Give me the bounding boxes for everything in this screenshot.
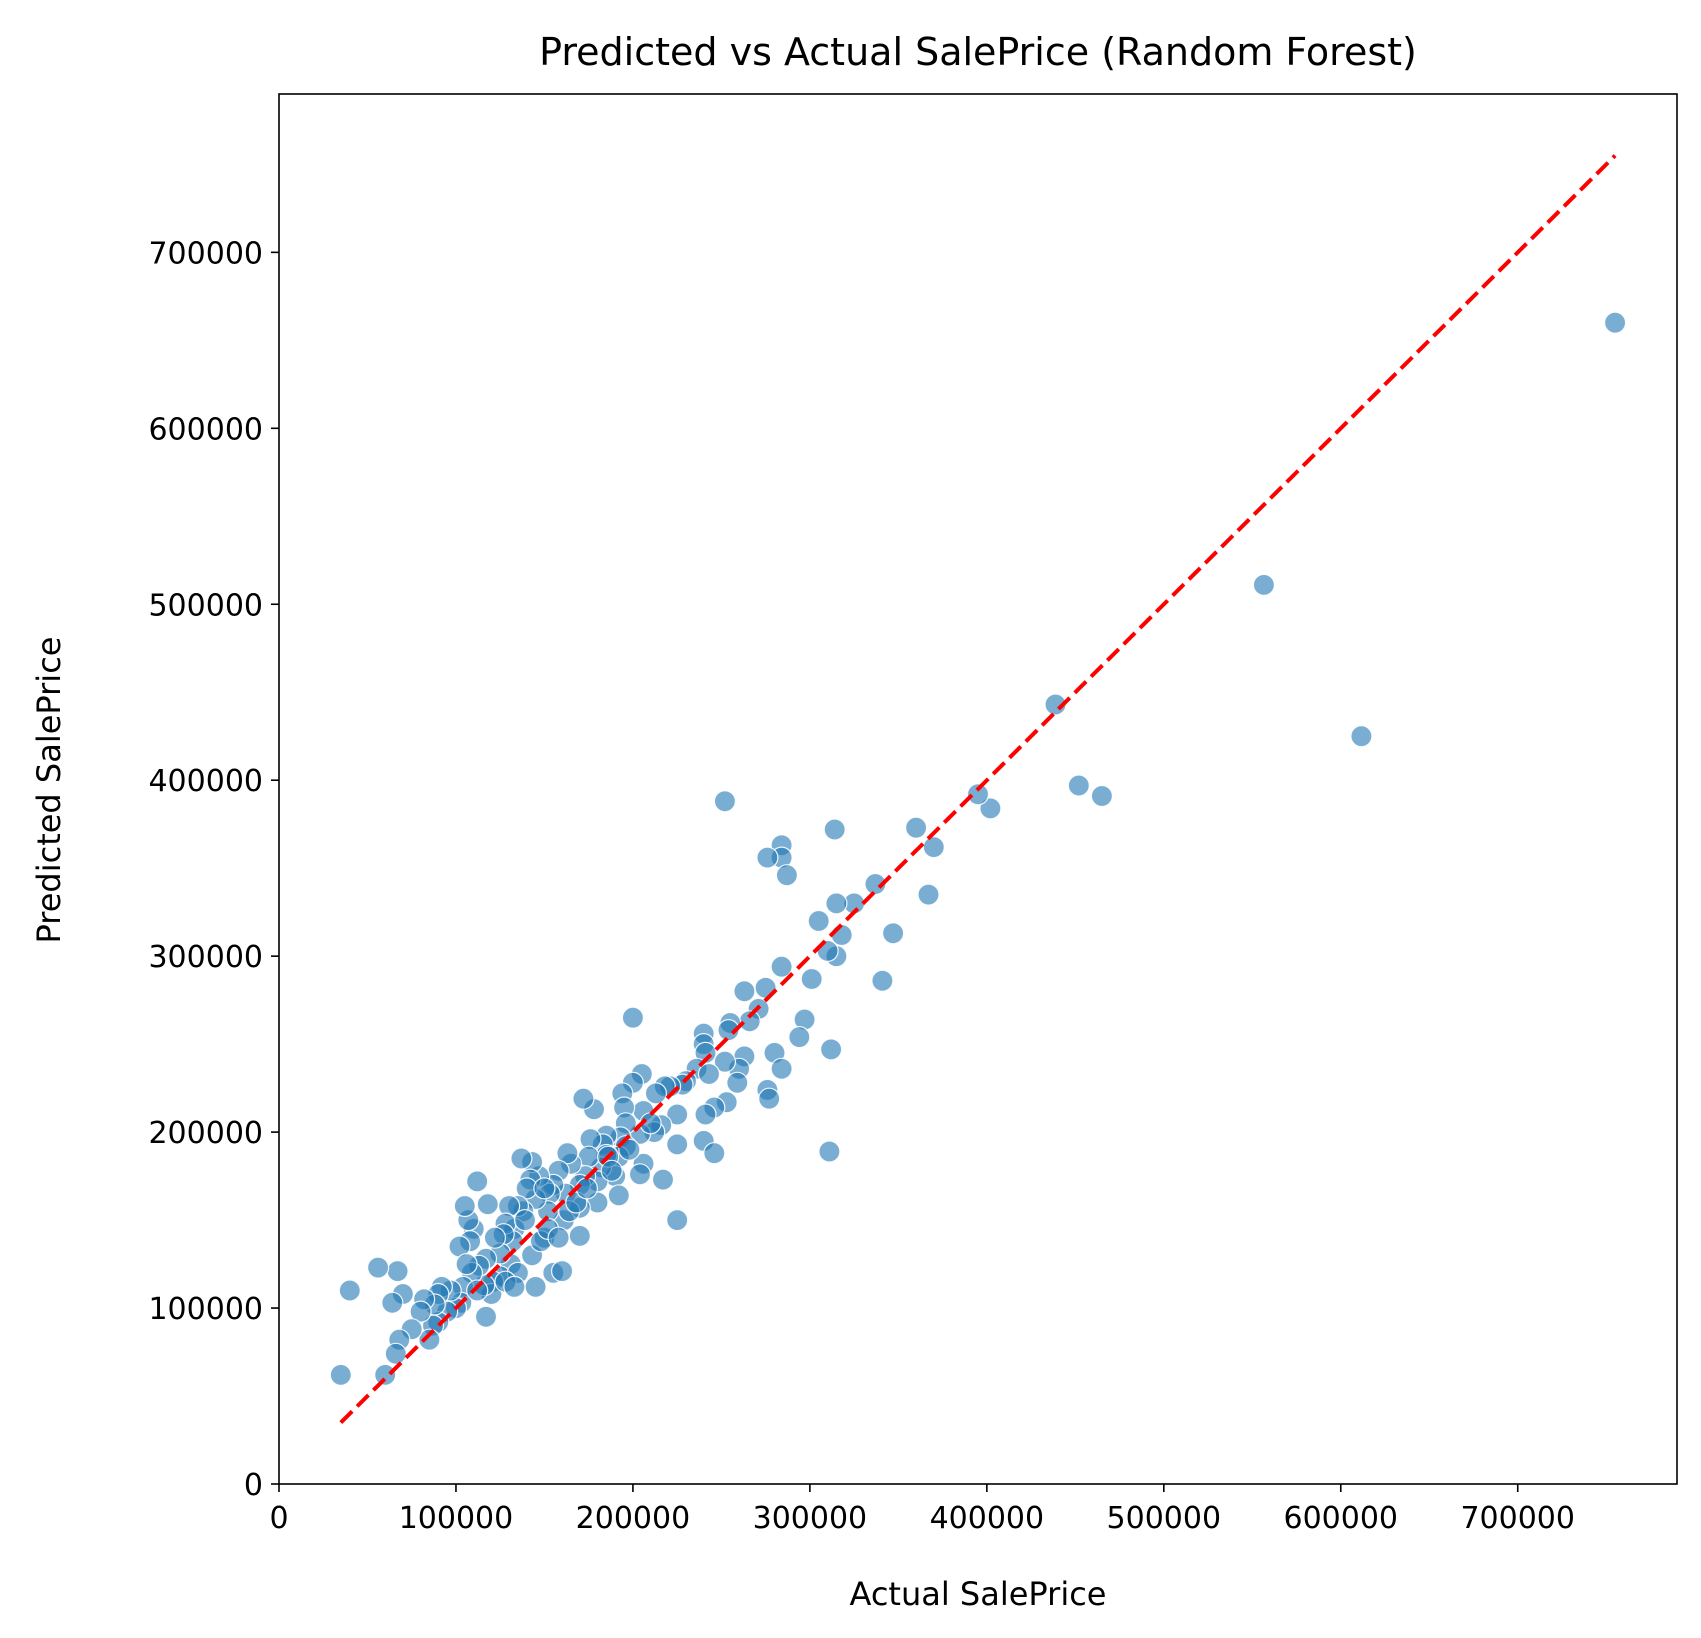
data-point-53 [694, 1103, 717, 1126]
data-point-18 [871, 969, 894, 992]
x-tick-label-2: 200000 [576, 1501, 691, 1536]
x-tick-label-0: 0 [269, 1501, 288, 1536]
data-point-10 [917, 883, 940, 906]
data-point-55 [703, 1142, 726, 1165]
data-point-66 [651, 1168, 675, 1191]
data-point-39 [758, 1087, 781, 1110]
data-point-175 [513, 1208, 537, 1232]
data-point-45 [713, 1050, 737, 1073]
data-point-33 [788, 1025, 811, 1049]
data-point-60 [666, 1208, 689, 1232]
data-point-177 [600, 1159, 623, 1182]
x-tick-label-1: 100000 [399, 1501, 514, 1536]
data-point-179 [503, 1275, 526, 1299]
y-tick-label-3: 300000 [148, 940, 263, 975]
data-point-131 [466, 1170, 489, 1193]
data-point-158 [367, 1256, 390, 1279]
x-tick-label-3: 300000 [753, 1501, 868, 1536]
data-point-6 [979, 797, 1002, 820]
data-point-69 [621, 1006, 645, 1029]
x-tick-label-6: 600000 [1284, 1501, 1399, 1536]
data-point-159 [338, 1279, 361, 1302]
plot-area-frame [278, 93, 1678, 1485]
data-point-165 [547, 1226, 570, 1249]
data-point-9 [904, 816, 928, 839]
data-point-63 [644, 1082, 668, 1105]
data-point-22 [775, 864, 799, 887]
data-point-123 [483, 1226, 506, 1249]
data-point-8 [922, 835, 945, 859]
data-point-95 [568, 1224, 591, 1248]
chart-title: Predicted vs Actual SalePrice (Random Fo… [539, 30, 1417, 74]
x-tick-label-5: 500000 [1107, 1501, 1222, 1536]
x-tick-label-7: 700000 [1460, 1501, 1575, 1536]
y-tick-label-5: 500000 [148, 588, 263, 623]
data-point-24 [713, 790, 737, 813]
data-point-23 [756, 846, 779, 869]
points-layer [329, 311, 1627, 1387]
data-point-156 [381, 1291, 404, 1314]
y-tick-label-4: 400000 [148, 764, 263, 799]
y-tick-label-6: 600000 [148, 412, 263, 447]
data-point-92 [572, 1087, 595, 1110]
data-point-12 [864, 872, 887, 896]
data-point-7 [966, 783, 990, 806]
data-point-160 [329, 1363, 352, 1387]
data-point-81 [607, 1184, 630, 1207]
data-point-150 [409, 1300, 432, 1323]
data-point-42 [726, 1071, 749, 1094]
data-point-25 [807, 909, 830, 933]
data-point-161 [524, 1275, 547, 1299]
data-point-14 [825, 892, 848, 915]
y-axis-ticks: 0 100000 200000 300000 400000 500000 600000 700… [148, 236, 279, 1503]
data-point-126 [476, 1193, 499, 1216]
data-point-0 [1603, 311, 1627, 334]
data-point-155 [384, 1342, 407, 1365]
y-tick-label-1: 100000 [148, 1292, 263, 1327]
data-point-30 [733, 980, 756, 1003]
data-point-2 [1350, 725, 1373, 748]
data-point-1 [1252, 573, 1276, 597]
data-point-59 [666, 1133, 689, 1156]
data-point-136 [453, 1194, 476, 1218]
data-point-106 [550, 1259, 574, 1283]
data-point-173 [466, 1279, 489, 1302]
data-point-52 [697, 1062, 721, 1086]
data-point-157 [374, 1363, 397, 1387]
data-point-11 [881, 922, 905, 945]
data-point-113 [510, 1147, 533, 1170]
data-point-3 [1044, 693, 1067, 716]
data-point-37 [770, 1057, 793, 1080]
y-tick-label-0: 0 [244, 1468, 263, 1503]
data-point-35 [818, 1140, 841, 1163]
data-point-169 [618, 1138, 641, 1161]
x-axis-title: Actual SalePrice [850, 1575, 1107, 1613]
data-point-4 [1067, 774, 1090, 797]
data-point-178 [575, 1177, 599, 1200]
data-point-148 [418, 1328, 441, 1351]
data-point-129 [474, 1305, 498, 1328]
reference-line [339, 154, 1617, 1425]
data-point-34 [819, 1038, 843, 1061]
data-point-97 [556, 1142, 579, 1165]
y-tick-label-7: 700000 [148, 236, 263, 271]
reference-line-layer [339, 154, 1617, 1425]
data-point-44 [717, 1018, 740, 1042]
y-axis-title: Predicted SalePrice [30, 637, 68, 944]
x-axis-ticks: 0 100000 200000 300000 400000 500000 600000 700… [269, 1484, 1575, 1536]
data-point-19 [823, 818, 846, 841]
data-point-58 [666, 1103, 689, 1126]
x-tick-label-4: 400000 [930, 1501, 1045, 1536]
y-tick-label-2: 200000 [148, 1116, 263, 1151]
data-point-5 [1090, 784, 1114, 808]
data-point-27 [770, 955, 793, 978]
data-point-73 [628, 1163, 652, 1186]
data-point-174 [455, 1252, 478, 1276]
data-point-154 [386, 1259, 409, 1283]
data-point-176 [533, 1177, 556, 1200]
data-point-26 [800, 967, 823, 991]
